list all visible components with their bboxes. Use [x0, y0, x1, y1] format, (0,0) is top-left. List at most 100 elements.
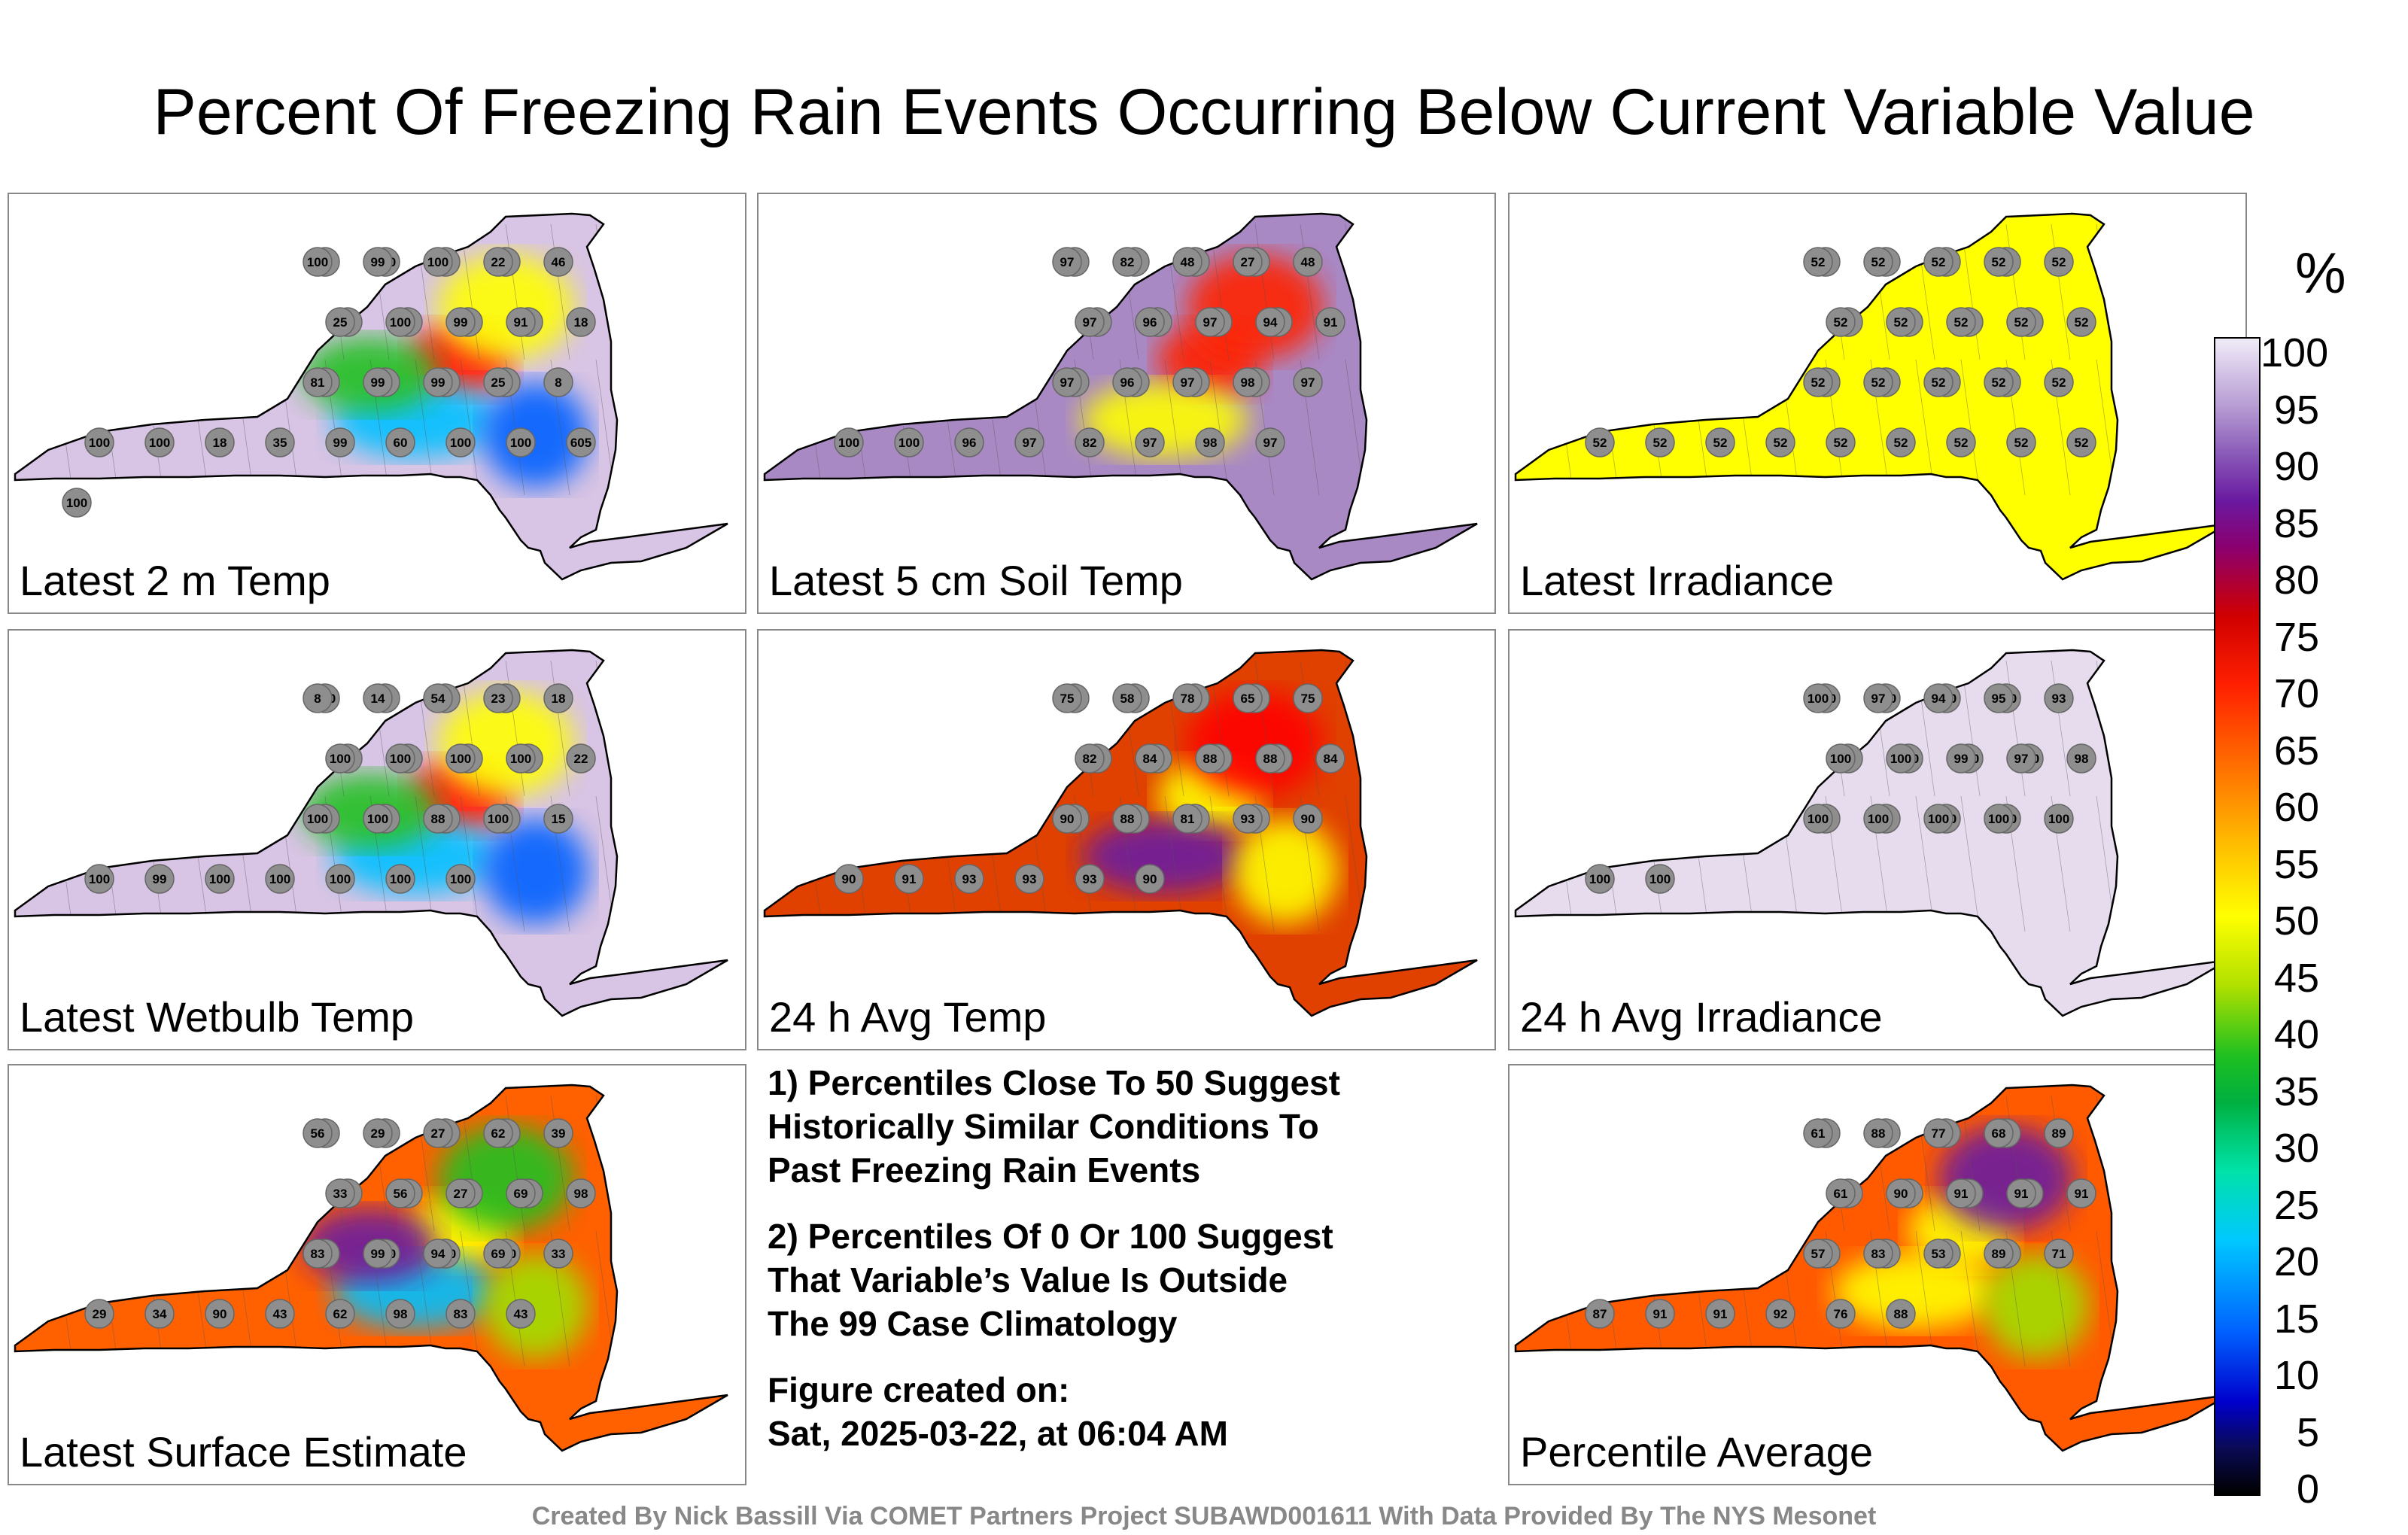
station-marker	[1946, 743, 1976, 774]
station-marker	[2006, 427, 2036, 457]
colorbar-tick-label: 60	[2274, 785, 2320, 830]
station-value: 75	[1301, 692, 1315, 706]
station-value: 27	[1241, 255, 1255, 269]
county-line	[1780, 660, 1800, 797]
station-value: 100	[450, 436, 471, 450]
station-marker	[1172, 683, 1202, 713]
county-line	[803, 223, 823, 360]
colorbar-tick-label: 45	[2274, 955, 2320, 1001]
station-value: 52	[1954, 315, 1969, 330]
county-line	[53, 223, 74, 360]
station-value: 52	[1992, 375, 2006, 390]
station-value: 25	[333, 315, 348, 330]
station-marker	[1135, 864, 1165, 894]
station-value: 25	[491, 375, 506, 390]
station-value: 91	[514, 315, 528, 330]
station-marker	[483, 804, 513, 834]
station-value: 100	[89, 872, 110, 886]
station-value: 99	[454, 315, 468, 330]
station-value: 34	[153, 1307, 167, 1321]
station-value: 97	[1181, 375, 1195, 390]
station-marker	[1195, 427, 1225, 457]
county-line	[938, 223, 959, 360]
station-marker	[483, 683, 513, 713]
station-marker	[303, 1118, 333, 1148]
station-value: 90	[213, 1307, 227, 1321]
station-marker	[1135, 307, 1165, 337]
station-marker	[265, 427, 295, 457]
station-marker	[2044, 247, 2074, 277]
notes-block: 1) Percentiles Close To 50 Suggest Histo…	[768, 1061, 1475, 1478]
station-marker	[1645, 427, 1675, 457]
credit-footer: Created By Nick Bassill Via COMET Partne…	[531, 1502, 1877, 1530]
county-line	[279, 660, 299, 797]
station-value: 33	[552, 1247, 566, 1261]
county-line	[505, 223, 525, 360]
station-marker	[1233, 683, 1263, 713]
station-marker	[506, 427, 536, 457]
station-marker	[423, 683, 453, 713]
station-value: 27	[454, 1187, 468, 1201]
county-line	[1554, 1095, 1574, 1232]
station-value: 77	[1932, 1126, 1946, 1141]
figure-title: Percent Of Freezing Rain Events Occurrin…	[153, 76, 2255, 148]
station-marker	[1585, 864, 1615, 894]
station-marker	[1315, 307, 1345, 337]
station-value: 91	[2075, 1187, 2089, 1201]
station-value: 56	[311, 1126, 325, 1141]
station-marker	[385, 864, 415, 894]
station-marker	[1172, 367, 1202, 397]
station-marker	[1946, 1178, 1976, 1208]
station-marker	[303, 804, 333, 834]
station-value: 33	[333, 1187, 348, 1201]
station-value: 52	[2014, 436, 2029, 450]
station-marker	[144, 864, 175, 894]
station-marker	[1984, 367, 2014, 397]
station-marker	[2044, 367, 2074, 397]
station-value: 52	[1954, 436, 1969, 450]
ny-state-map: 9910091761009910022461410811251009991181…	[14, 212, 728, 581]
station-value: 18	[213, 436, 227, 450]
station-value: 100	[1890, 752, 1911, 766]
station-marker	[566, 427, 596, 457]
station-value: 87	[1593, 1307, 1607, 1321]
station-value: 100	[307, 812, 328, 826]
station-marker	[1826, 1299, 1856, 1329]
station-marker	[894, 864, 924, 894]
station-value: 97	[1263, 436, 1278, 450]
station-marker	[566, 1178, 596, 1208]
station-marker	[543, 683, 573, 713]
station-value: 58	[1120, 692, 1135, 706]
station-value: 94	[1932, 692, 1946, 706]
station-value: 100	[1928, 812, 1949, 826]
panel-label: Latest 2 m Temp	[20, 557, 330, 604]
station-value: 100	[1808, 812, 1829, 826]
station-value: 93	[2052, 692, 2066, 706]
state-outline	[1514, 212, 2229, 581]
station-marker	[325, 743, 355, 774]
station-value: 35	[273, 436, 287, 450]
station-marker	[1765, 427, 1795, 457]
county-line	[189, 660, 209, 797]
station-value: 22	[574, 752, 588, 766]
note-1: 1) Percentiles Close To 50 Suggest Histo…	[768, 1063, 1340, 1190]
station-value: 99	[371, 255, 385, 269]
note-created: Figure created on: Sat, 2025-03-22, at 0…	[768, 1370, 1228, 1453]
station-value: 69	[491, 1247, 506, 1261]
colorbar-tick-label: 100	[2261, 330, 2329, 375]
station-value: 8	[555, 375, 561, 390]
station-marker	[1826, 427, 1856, 457]
ny-state-map: 100 100 100 100 100 97 94 95 93 98 100 100 100 100 100…	[1514, 649, 2229, 1017]
state-outline	[1514, 649, 2229, 1017]
county-line	[1209, 795, 1230, 932]
station-marker	[303, 367, 333, 397]
ny-state-map: 9694969597824827489497979897969794912795…	[763, 212, 1478, 581]
station-marker	[1112, 247, 1142, 277]
county-line	[2051, 660, 2071, 797]
station-value: 52	[1894, 436, 1908, 450]
station-marker	[894, 427, 924, 457]
county-line	[550, 1095, 570, 1232]
station-marker	[1984, 247, 2014, 277]
station-value: 100	[1868, 812, 1889, 826]
county-line	[984, 660, 1004, 797]
